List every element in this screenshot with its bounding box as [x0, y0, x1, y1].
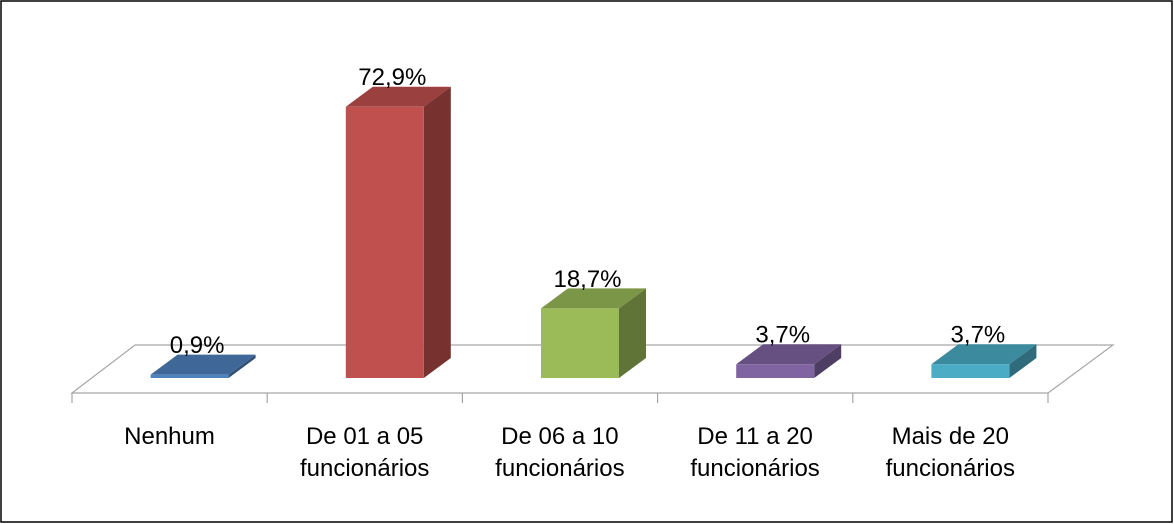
bar-top: [736, 344, 842, 365]
x-tick-label: De 01 a 05 funcionários: [299, 423, 430, 482]
data-label: 3,7%: [951, 322, 1006, 349]
bar-side: [619, 288, 646, 378]
floor: [70, 344, 1115, 394]
bar-side: [228, 354, 256, 378]
bar-side: [814, 344, 842, 378]
data-label: 3,7%: [755, 322, 810, 349]
x-tick-label: De 11 a 20 funcionários: [690, 423, 820, 482]
bar-top: [541, 288, 646, 309]
x-tick-label: De 06 a 10 funcionários: [495, 423, 625, 482]
bar: [931, 364, 1010, 378]
bar-top: [345, 86, 451, 107]
data-label: 18,7%: [553, 266, 621, 293]
bar-side: [1009, 344, 1037, 378]
bar: [345, 106, 424, 378]
bar-top: [931, 344, 1037, 365]
data-label: 0,9%: [170, 332, 225, 359]
bar-top: [150, 354, 256, 375]
bar: [150, 374, 229, 378]
bar: [736, 364, 815, 378]
x-tick-label: Mais de 20 funcionários: [885, 423, 1015, 482]
bar: [541, 308, 619, 378]
data-label: 72,9%: [358, 64, 426, 91]
x-tick-label: Nenhum: [124, 423, 215, 450]
bar-side: [423, 86, 451, 378]
